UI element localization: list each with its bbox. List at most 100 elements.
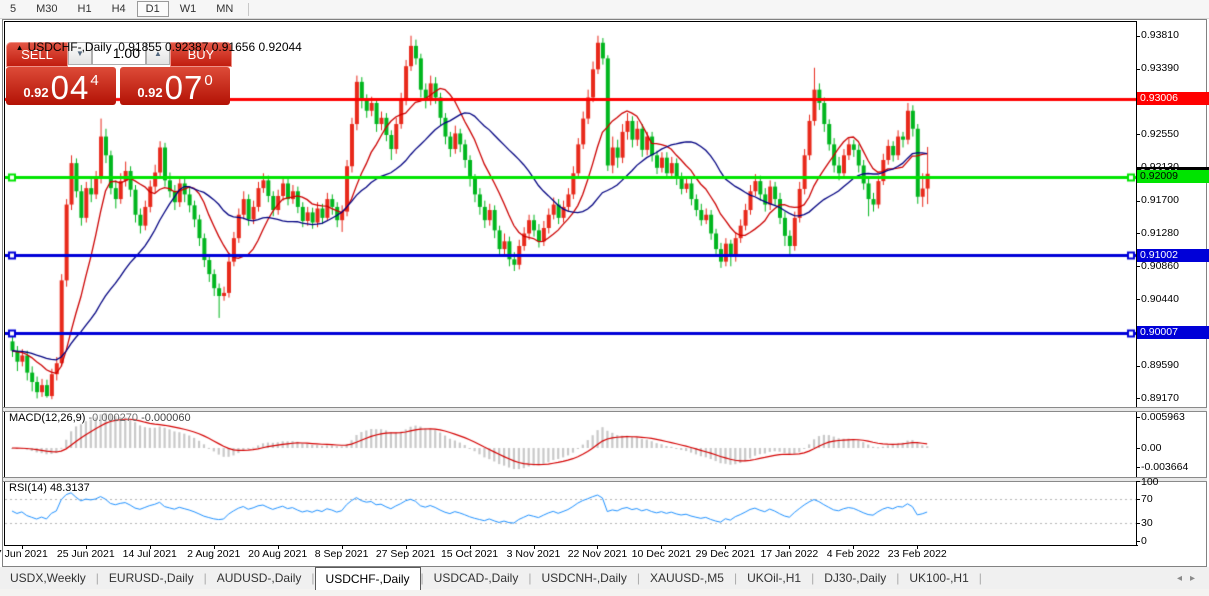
macd-tick-label: 0.005963 bbox=[1141, 410, 1185, 423]
tab-dj30-daily[interactable]: DJ30-,Daily bbox=[824, 571, 887, 585]
tab-separator: | bbox=[203, 571, 207, 585]
timeframe-button-5[interactable]: 5 bbox=[10, 3, 17, 15]
tab-separator: | bbox=[636, 571, 640, 585]
price-tick-mark bbox=[1136, 398, 1140, 400]
date-tick-mark bbox=[469, 545, 471, 549]
tab-separator: | bbox=[528, 571, 532, 585]
sell-price-prefix: 0.92 bbox=[23, 85, 49, 100]
date-tick-mark bbox=[789, 545, 791, 549]
sell-button[interactable]: SELL bbox=[6, 42, 68, 67]
volume-decrease-button[interactable]: ▼ bbox=[68, 42, 92, 65]
collapse-triangle-icon[interactable]: ▲ bbox=[15, 43, 24, 52]
tab-audusd-daily[interactable]: AUDUSD-,Daily bbox=[216, 571, 302, 585]
date-tick-mark bbox=[213, 545, 215, 549]
volume-increase-button[interactable]: ▲ bbox=[146, 42, 170, 65]
price-tick-label: 0.90860 bbox=[1141, 259, 1179, 272]
tab-separator: | bbox=[95, 571, 99, 585]
buy-price-box[interactable]: 0.92 07 0 bbox=[120, 67, 230, 105]
chart-tab-bar: USDX,Weekly | EURUSD-,Daily | AUDUSD-,Daily |… bbox=[0, 567, 1209, 590]
date-label: 8 Sep 2021 bbox=[314, 548, 369, 560]
rsi-tick-mark bbox=[1136, 523, 1140, 524]
sell-price-box[interactable]: 0.92 04 4 bbox=[6, 67, 116, 105]
date-label: 2 Aug 2021 bbox=[187, 548, 241, 560]
price-tick-mark bbox=[1136, 200, 1140, 202]
date-label: 20 Aug 2021 bbox=[248, 548, 308, 560]
hline-label-0.91002: 0.91002 bbox=[1137, 248, 1209, 262]
timeframe-toolbar: 5 M30 H1 H4 D1 W1 MN bbox=[0, 0, 1209, 19]
macd-splitter[interactable] bbox=[3, 407, 1207, 412]
tab-usdcad-daily[interactable]: USDCAD-,Daily bbox=[433, 571, 519, 585]
tab-scroll-arrows[interactable]: ◂▸ bbox=[1176, 573, 1203, 584]
tab-eurusd-daily[interactable]: EURUSD-,Daily bbox=[108, 571, 194, 585]
date-tick-mark bbox=[21, 545, 23, 549]
timeframe-button-M30[interactable]: M30 bbox=[36, 3, 58, 15]
toolbar-separator bbox=[248, 2, 250, 16]
rsi-tick-label: 30 bbox=[1141, 516, 1153, 529]
sell-price-big: 04 bbox=[50, 69, 90, 106]
price-tick-label: 0.92130 bbox=[1141, 161, 1179, 173]
date-label: 7 Jun 2021 bbox=[0, 548, 48, 560]
rsi-canvas[interactable] bbox=[5, 480, 1136, 545]
date-tick-mark bbox=[533, 545, 535, 549]
tab-separator: | bbox=[978, 571, 982, 585]
ohlc-open: 0.91855 bbox=[118, 40, 162, 54]
sell-button-label: SELL bbox=[21, 47, 53, 62]
macd-label: MACD(12,26,9) -0.000270 -0.000060 bbox=[9, 412, 191, 424]
date-tick-mark bbox=[597, 545, 599, 549]
macd-tick-label: 0.00 bbox=[1141, 441, 1162, 454]
tab-usdx-weekly[interactable]: USDX,Weekly bbox=[10, 571, 86, 585]
chevron-up-icon: ▲ bbox=[154, 49, 162, 58]
price-tick-mark bbox=[1136, 233, 1140, 235]
macd-tick-mark bbox=[1136, 448, 1140, 449]
chart-symbol-label: USDCHF-,Daily bbox=[27, 40, 112, 54]
timeframe-button-MN[interactable]: MN bbox=[216, 3, 234, 15]
timeframe-button-H1[interactable]: H1 bbox=[77, 3, 92, 15]
macd-canvas[interactable] bbox=[5, 410, 1136, 477]
buy-button[interactable]: BUY bbox=[170, 42, 232, 67]
price-tick-mark bbox=[1136, 266, 1140, 268]
date-tick-mark bbox=[85, 545, 87, 549]
tab-xauusd-m5[interactable]: XAUUSD-,M5 bbox=[649, 571, 724, 585]
tab-uk100-h1[interactable]: UK100-,H1 bbox=[909, 571, 969, 585]
tab-separator: | bbox=[896, 571, 900, 585]
date-tick-mark bbox=[725, 545, 727, 549]
tab-usdcnh-daily[interactable]: USDCNH-,Daily bbox=[541, 571, 627, 585]
rsi-splitter[interactable] bbox=[3, 477, 1207, 482]
price-axis-line bbox=[1136, 21, 1137, 545]
rsi-name: RSI(14) bbox=[9, 482, 47, 494]
tab-separator: | bbox=[811, 571, 815, 585]
hline-label-0.90007: 0.90007 bbox=[1137, 326, 1209, 340]
buy-price-big: 07 bbox=[164, 69, 204, 106]
timeframe-button-W1[interactable]: W1 bbox=[179, 3, 197, 15]
tab-separator: | bbox=[311, 571, 315, 585]
date-tick-mark bbox=[853, 545, 855, 549]
date-axis-line bbox=[4, 545, 1138, 546]
timeframe-button-D1[interactable]: D1 bbox=[136, 1, 169, 17]
date-label: 29 Dec 2021 bbox=[695, 548, 756, 560]
tab-separator: | bbox=[420, 571, 424, 585]
ohlc-low: 0.91656 bbox=[211, 40, 256, 54]
price-tick-label: 0.93810 bbox=[1141, 29, 1179, 42]
date-label: 4 Feb 2022 bbox=[826, 548, 880, 560]
rsi-tick-mark bbox=[1136, 541, 1140, 542]
tab-usdchf-daily[interactable]: USDCHF-,Daily bbox=[314, 567, 421, 590]
macd-tick-label: -0.003664 bbox=[1141, 460, 1189, 473]
macd-value-signal: -0.000060 bbox=[141, 412, 191, 424]
tab-ukoil-h1[interactable]: UKOil-,H1 bbox=[747, 571, 802, 585]
rsi-tick-mark bbox=[1136, 499, 1140, 500]
date-label: 27 Sep 2021 bbox=[375, 548, 436, 560]
chart-title: ▲ USDCHF-,Daily 0.91855 0.92387 0.91656 0… bbox=[9, 26, 302, 54]
date-tick-mark bbox=[341, 545, 343, 549]
ohlc-high: 0.92387 bbox=[165, 40, 209, 54]
rsi-tick-label: 0 bbox=[1141, 534, 1147, 547]
rsi-value: 48.3137 bbox=[49, 482, 90, 494]
timeframe-button-H4[interactable]: H4 bbox=[111, 3, 126, 15]
buy-price-pip: 0 bbox=[204, 72, 213, 89]
price-tick-label: 0.91700 bbox=[1141, 194, 1179, 207]
date-tick-mark bbox=[917, 545, 919, 549]
volume-input[interactable]: 1.00 bbox=[92, 42, 146, 65]
price-tick-label: 0.92550 bbox=[1141, 127, 1179, 140]
date-label: 15 Oct 2021 bbox=[440, 548, 499, 560]
date-label: 22 Nov 2021 bbox=[567, 548, 628, 560]
hline-label-0.92009: 0.92009 bbox=[1137, 170, 1209, 183]
